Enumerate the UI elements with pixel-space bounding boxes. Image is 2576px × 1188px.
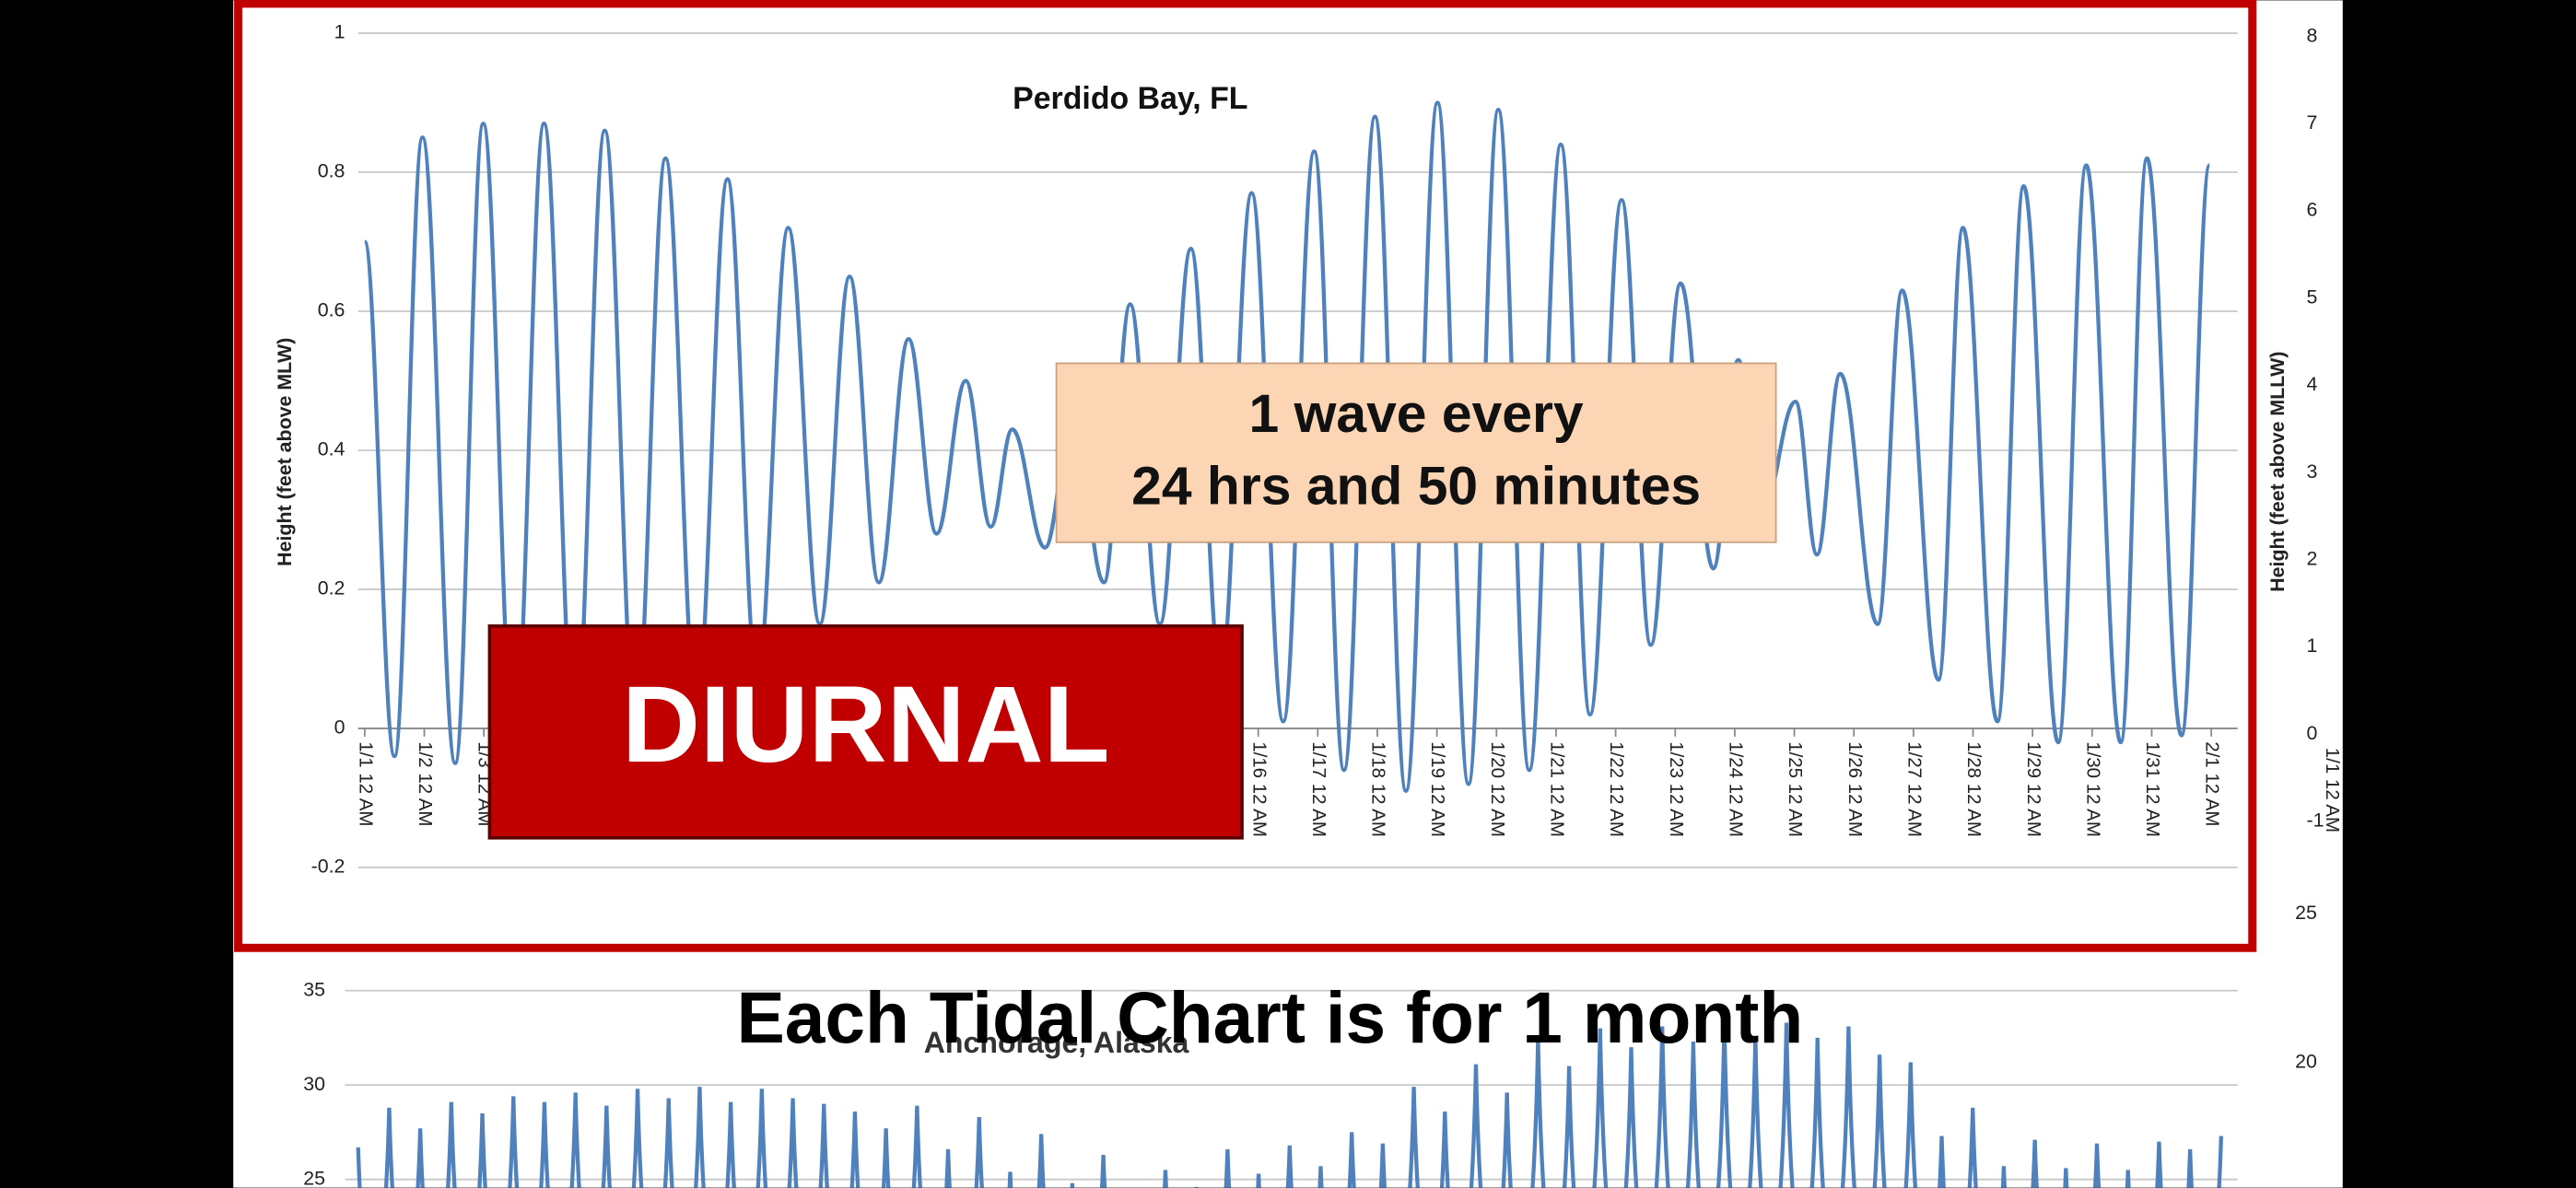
x-tick-label: 1/24 12 AM [1725,741,1746,837]
x-tick-label: 1/22 12 AM [1606,741,1627,837]
y-tick-label: 0 [334,716,345,739]
y-tick-label: -1 [2307,809,2324,832]
x-tick-label: 2/1 12 AM [2202,741,2223,826]
stamp-text: DIURNAL [622,663,1109,785]
y-tick-label: 6 [2307,199,2318,221]
y-tick-label: 20 [2295,1051,2317,1073]
bottom-chart: Anchorage, Alaska 25 30 35 [303,978,2238,1188]
stamp: DIURNAL [487,623,1244,840]
y-tick-label: 0.8 [318,160,345,182]
note-line: 24 hrs and 50 minutes [1131,456,1701,516]
y-axis-label: Height (feet above MLW) [274,338,296,566]
highlight-frame [234,0,2257,952]
note-background [1055,362,1777,543]
x-tick-label: 1/30 12 AM [2082,741,2103,837]
y-tick-label: 3 [2307,460,2318,483]
y-tick-label: 7 [2307,111,2318,134]
y-tick-label: 35 [303,978,325,1000]
y-tick-label: 0.4 [318,438,345,460]
tide-line [356,1022,2223,1188]
x-tick-label: 1/31 12 AM [2142,741,2163,837]
y-tick-label: 0 [2307,722,2318,744]
y-tick-label: 0.6 [318,299,345,321]
y-tick-label: 25 [2295,902,2317,924]
stamp-background [487,623,1244,840]
y-tick-label: 0.2 [318,577,345,600]
y-tick-label: -0.2 [311,856,345,878]
x-tick-label: 1/20 12 AM [1487,741,1508,837]
y-tick-label: 1 [2307,635,2318,657]
x-tick-label: 1/1 12 AM [355,741,376,826]
y-tick-label: 5 [2307,285,2318,308]
x-tick-label: 1/2 12 AM [415,741,436,826]
x-tick-label: 1/29 12 AM [2023,741,2044,837]
x-tick-label: 1/23 12 AM [1666,741,1687,837]
y-axis-label: Height (feet above MLLW) [2266,352,2289,592]
x-tick-label: 1/17 12 AM [1308,741,1329,837]
caption: Each Tidal Chart is for 1 month [736,977,1803,1058]
y-tick-label: 2 [2307,548,2318,570]
side-axis: Height (feet above MLLW) 1/1 12 AM -1 0 1 2… [2266,24,2343,1072]
x-tick-label: 1/19 12 AM [1427,741,1448,837]
y-tick-label: 30 [303,1073,325,1095]
x-tick-label: 1/21 12 AM [1547,741,1568,837]
x-tick-label: 1/27 12 AM [1903,741,1925,837]
note-line: 1 wave every [1249,384,1584,444]
x-tick-label: 1/18 12 AM [1368,741,1389,837]
y-tick-label: 8 [2307,24,2318,46]
y-tick-label: 4 [2307,373,2318,395]
x-tick-label: 1/1 12 AM [2322,748,2343,833]
chart-title: Perdido Bay, FL [1013,81,1247,116]
plot-area [356,1022,2223,1188]
x-tick-label: 1/25 12 AM [1785,741,1806,837]
chart-title: Anchorage, Alaska [924,1026,1190,1059]
x-tick-label: 1/26 12 AM [1844,741,1866,837]
y-tick-label: 1 [334,21,345,43]
note-box: 1 wave every 24 hrs and 50 minutes [1055,362,1777,543]
x-tick-label: 1/28 12 AM [1963,741,1985,837]
x-tick-label: 1/16 12 AM [1248,741,1270,837]
y-tick-label: 25 [303,1167,325,1188]
